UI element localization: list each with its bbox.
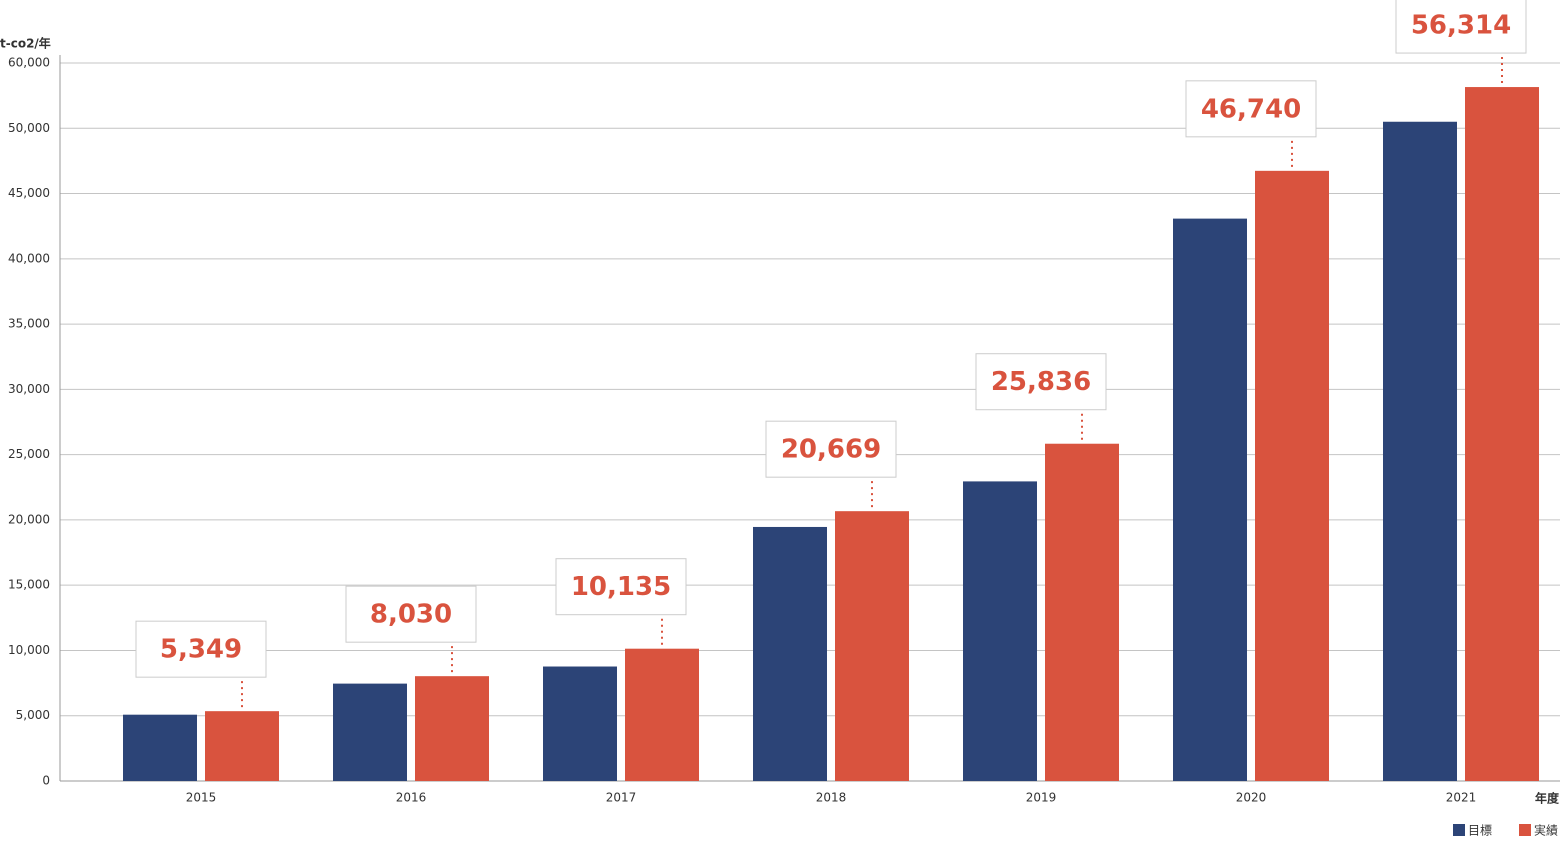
label-box	[135, 620, 267, 678]
legend-label: 実績	[1534, 823, 1558, 838]
data-label: 5,349	[160, 635, 242, 665]
bar	[1045, 443, 1119, 781]
bar	[753, 526, 827, 781]
data-label: 10,135	[571, 572, 671, 602]
y-tick-label: 20,000	[8, 512, 50, 526]
legend-swatch	[1453, 824, 1465, 836]
bar	[835, 511, 909, 781]
y-axis-label: t-co2/年	[0, 36, 51, 51]
data-label: 20,669	[781, 435, 881, 465]
x-tick-label: 2020	[1236, 791, 1267, 805]
y-tick-label: 30,000	[8, 382, 50, 396]
x-tick-label: 2015	[186, 791, 217, 805]
data-label: 25,836	[991, 367, 1091, 397]
x-tick-label: 2021	[1446, 791, 1477, 805]
bar	[963, 481, 1037, 781]
label-box	[765, 420, 897, 478]
data-label: 46,740	[1201, 94, 1301, 124]
data-label: 56,314	[1411, 11, 1511, 41]
label-box	[555, 558, 687, 616]
label-box	[975, 353, 1107, 411]
bar	[1255, 170, 1329, 781]
y-tick-label: 0	[42, 774, 50, 788]
bar	[1383, 121, 1457, 781]
data-label: 8,030	[370, 600, 452, 630]
bar	[333, 683, 407, 781]
x-tick-label: 2017	[606, 791, 637, 805]
y-tick-label: 10,000	[8, 643, 50, 657]
y-tick-label: 5,000	[16, 708, 50, 722]
label-box	[1185, 80, 1317, 138]
x-tick-label: 2016	[396, 791, 427, 805]
y-tick-label: 45,000	[8, 186, 50, 200]
bar	[543, 666, 617, 781]
label-box	[345, 585, 477, 643]
label-box	[1395, 0, 1527, 54]
y-tick-label: 40,000	[8, 251, 50, 265]
bar	[415, 676, 489, 781]
bar	[1465, 87, 1539, 782]
bar	[625, 648, 699, 781]
legend-swatch	[1519, 824, 1531, 836]
bar	[123, 714, 197, 781]
y-tick-label: 15,000	[8, 578, 50, 592]
x-tick-label: 2018	[816, 791, 847, 805]
y-tick-label: 35,000	[8, 317, 50, 331]
y-tick-label: 50,000	[8, 121, 50, 135]
bar	[205, 711, 279, 781]
x-tick-label: 2019	[1026, 791, 1057, 805]
legend-label: 目標	[1468, 824, 1492, 838]
x-axis-label: 年度	[1535, 791, 1560, 806]
y-tick-label: 25,000	[8, 447, 50, 461]
bar	[1173, 218, 1247, 782]
y-tick-label: 60,000	[8, 56, 50, 70]
